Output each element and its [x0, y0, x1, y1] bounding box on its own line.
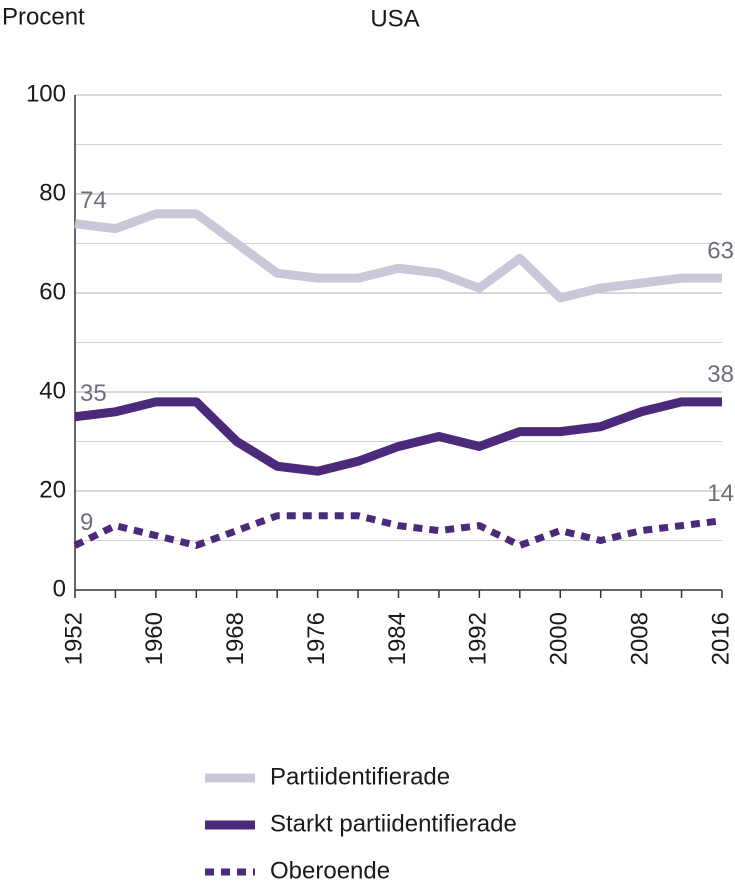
- data-label: 74: [80, 187, 107, 214]
- series-line: [73, 512, 723, 549]
- y-tick-label: 40: [39, 377, 66, 404]
- series-line: [74, 209, 722, 303]
- x-tick-label: 1960: [141, 612, 168, 665]
- legend-label: Starkt partiidentifierade: [270, 810, 517, 837]
- y-tick-label: 80: [39, 179, 66, 206]
- y-tick-label: 60: [39, 278, 66, 305]
- x-tick-label: 1992: [465, 612, 492, 665]
- x-tick-label: 1968: [222, 612, 249, 665]
- x-tick-label: 1952: [60, 612, 87, 665]
- x-tick-label: 2008: [626, 612, 653, 665]
- x-tick-label: 1984: [384, 612, 411, 665]
- legend-label: Partiidentifierade: [270, 763, 450, 790]
- data-label: 63: [707, 237, 734, 264]
- data-label: 9: [80, 509, 93, 536]
- x-tick-label: 1976: [303, 612, 330, 665]
- legend-label: Oberoende: [270, 857, 390, 883]
- chart-title: USA: [370, 5, 419, 32]
- y-axis-label: Procent: [2, 3, 85, 30]
- series-line: [74, 397, 722, 476]
- x-tick-label: 2000: [546, 612, 573, 665]
- data-label: 35: [80, 380, 107, 407]
- y-tick-label: 20: [39, 476, 66, 503]
- y-tick-label: 0: [53, 575, 66, 602]
- data-label: 38: [707, 361, 734, 388]
- y-tick-label: 100: [26, 80, 66, 107]
- data-label: 14: [707, 480, 734, 507]
- x-tick-label: 2016: [707, 612, 734, 665]
